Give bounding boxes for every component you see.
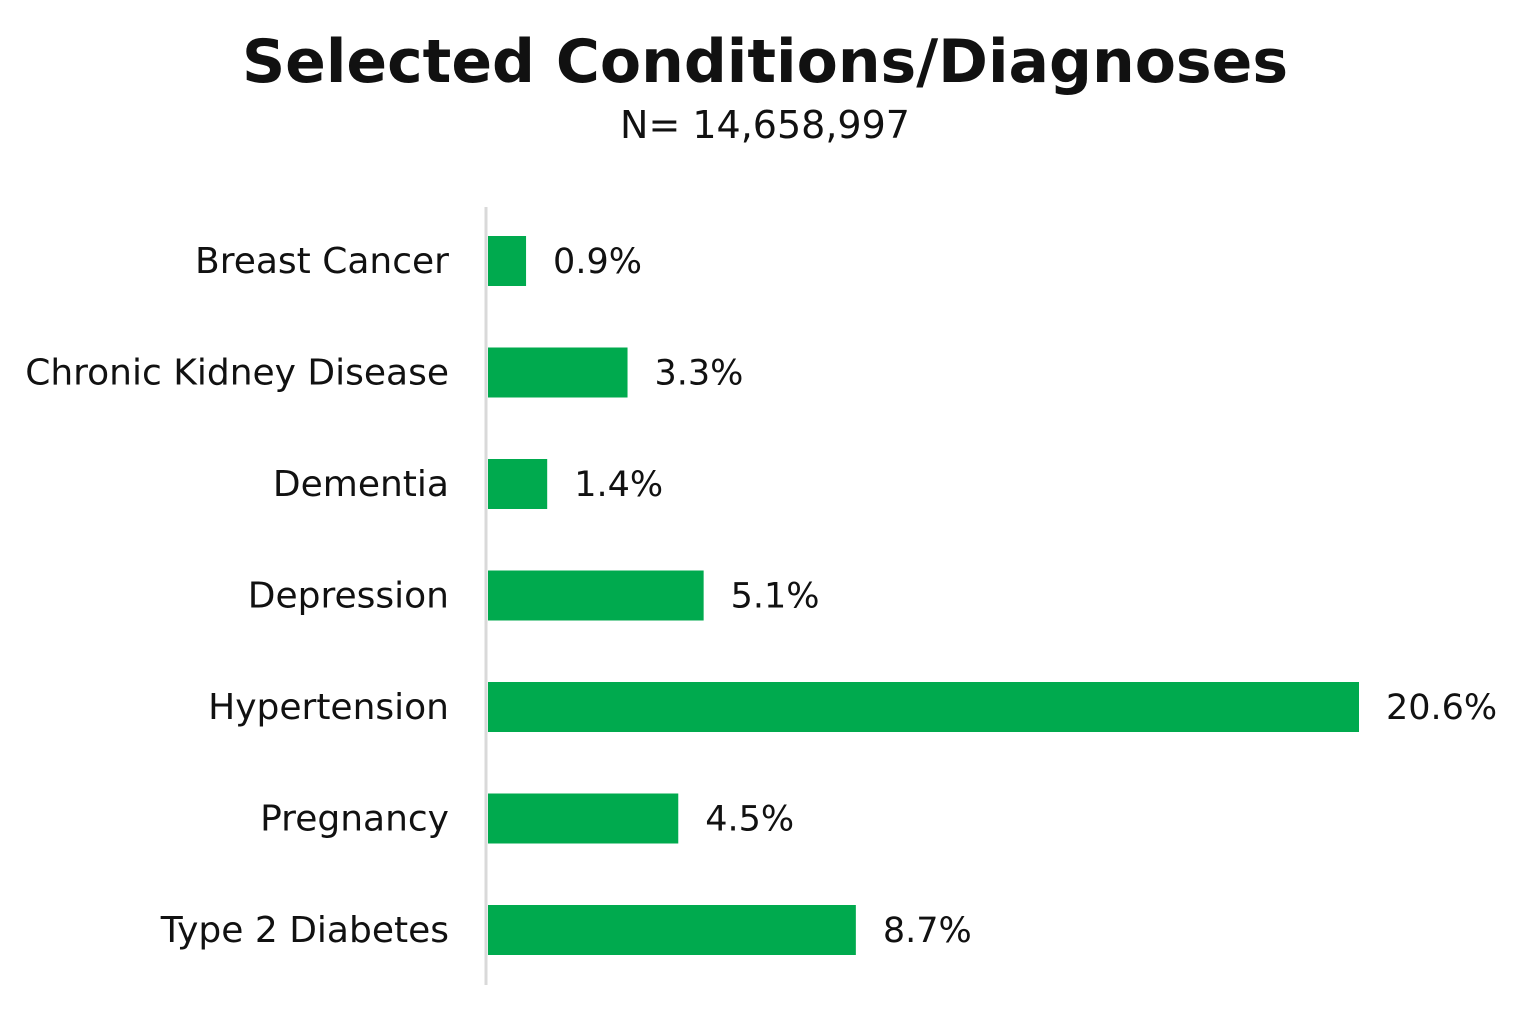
chart-subtitle: N= 14,658,997 bbox=[620, 103, 910, 147]
bar-chronic-kidney-disease bbox=[488, 347, 628, 398]
category-label: Chronic Kidney Disease bbox=[25, 353, 449, 394]
value-label: 3.3% bbox=[655, 354, 744, 394]
category-label: Dementia bbox=[273, 464, 449, 505]
bar-depression bbox=[488, 570, 704, 621]
value-label: 1.4% bbox=[574, 465, 663, 505]
bar-hypertension bbox=[488, 682, 1359, 732]
bar-breast-cancer bbox=[488, 236, 527, 286]
bar-pregnancy bbox=[488, 793, 679, 844]
category-label: Depression bbox=[248, 576, 449, 617]
value-label: 8.7% bbox=[883, 911, 972, 951]
chart-title: Selected Conditions/Diagnoses bbox=[241, 27, 1289, 97]
value-label: 5.1% bbox=[731, 577, 820, 617]
category-label: Hypertension bbox=[208, 687, 449, 728]
category-label: Pregnancy bbox=[260, 799, 449, 840]
value-label: 20.6% bbox=[1386, 688, 1497, 728]
category-label: Breast Cancer bbox=[195, 241, 449, 282]
bars-layer: Breast Cancer 0.9% Chronic Kidney Disease 3… bbox=[25, 236, 1497, 955]
category-label: Type 2 Diabetes bbox=[160, 910, 449, 951]
bar-dementia bbox=[488, 459, 548, 509]
bar-type-2-diabetes bbox=[488, 905, 856, 955]
value-label: 4.5% bbox=[705, 800, 794, 840]
value-label: 0.9% bbox=[553, 242, 642, 282]
